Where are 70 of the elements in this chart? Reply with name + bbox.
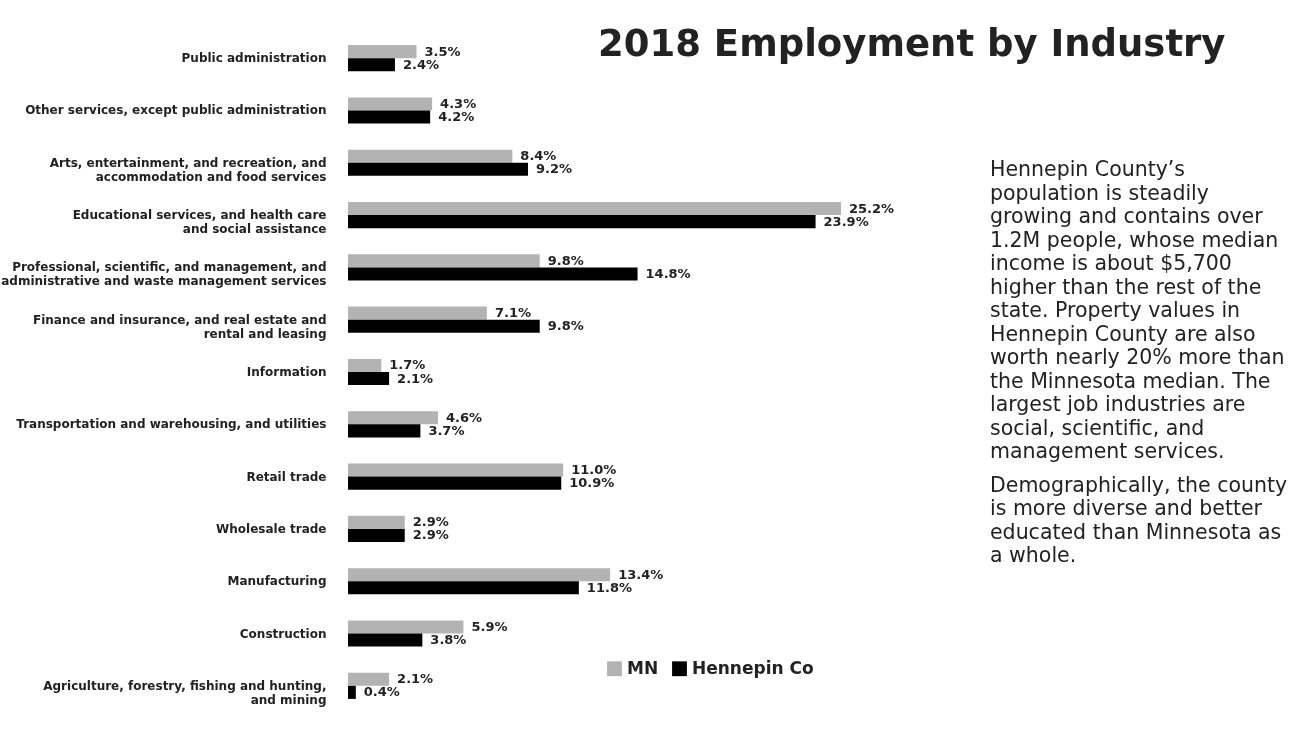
- bar: [348, 581, 579, 595]
- data-label: 11.8%: [586, 579, 632, 595]
- y-tick-label: Transportation and warehousing, and utilities: [16, 417, 327, 432]
- bar: [348, 620, 464, 634]
- y-tick-label: Manufacturing: [227, 574, 327, 589]
- bar: [348, 358, 382, 372]
- data-label: 1.7%: [389, 357, 426, 373]
- data-label: 7.1%: [494, 305, 531, 321]
- bar: [348, 215, 816, 229]
- y-tick-label: Public administration: [181, 51, 327, 66]
- data-label: 8.4%: [520, 148, 557, 164]
- bar: [348, 463, 564, 477]
- text: Hennepin County’s population is steadily growing and contains over 1.2M people, whose median income is about $5,700 higher than the rest of the state. Property values in Hennepin County are also worth nearly 20% more than the Minnesota median. The largest job industries are social, scientific, and management services.: [990, 157, 1285, 463]
- y-tick-label: Information: [246, 365, 327, 379]
- bar: [348, 267, 638, 281]
- chart-title: 2018 Employment by Industry: [598, 22, 1226, 65]
- bar: [348, 685, 356, 699]
- data-label: 10.9%: [569, 475, 615, 491]
- data-label: 2.4%: [402, 56, 440, 72]
- y-tick-label: Other services, except public administration: [25, 103, 327, 118]
- bar: [348, 162, 528, 176]
- legend-label: Hennepin Co: [692, 657, 814, 678]
- data-label: 4.2%: [438, 109, 475, 124]
- data-label: 23.9%: [823, 213, 869, 229]
- y-tick-label: Finance and insurance, and real estate and rental and leasing: [33, 312, 327, 341]
- bar: [348, 202, 841, 216]
- bar: [348, 254, 540, 268]
- data-label: 3.7%: [428, 422, 465, 438]
- bar: [348, 372, 390, 386]
- data-label: 4.6%: [445, 409, 483, 425]
- legend-label: MN: [627, 657, 659, 678]
- y-tick-label: Agriculture, forestry, fishing and hunting, and mining: [43, 678, 327, 707]
- data-label: 14.8%: [645, 265, 691, 281]
- data-label: 9.8%: [547, 318, 584, 334]
- bar: [348, 58, 395, 72]
- bar: [348, 672, 390, 686]
- data-label: 11.0%: [571, 462, 617, 478]
- data-label: 0.4%: [363, 684, 400, 700]
- data-label: 2.1%: [397, 370, 434, 386]
- data-label: 2.9%: [412, 514, 449, 530]
- bar: [348, 306, 487, 320]
- bar: [348, 476, 562, 490]
- data-label: 25.2%: [849, 200, 895, 216]
- y-tick-label: Arts, entertainment, and recreation, and accommodation and food services: [49, 155, 327, 184]
- y-tick-label: Professional, scientific, and management, and administrative and waste management services: [1, 260, 327, 289]
- bar: [348, 45, 417, 59]
- data-label: 4.3%: [440, 95, 477, 111]
- data-label: 3.5%: [424, 43, 461, 59]
- text: Demographically, the county is more diverse and better educated than Minnesota as a whole.: [990, 472, 1289, 568]
- data-label: 9.8%: [547, 252, 584, 268]
- bar: [348, 97, 433, 111]
- bar: [348, 149, 513, 163]
- bar: [348, 319, 540, 333]
- data-label: 2.9%: [412, 527, 449, 543]
- data-label: 2.1%: [397, 671, 434, 687]
- bar: [348, 110, 431, 124]
- data-label: 13.4%: [618, 566, 664, 582]
- data-label: 9.2%: [535, 161, 573, 177]
- y-tick-label: Retail trade: [246, 469, 327, 484]
- y-tick-label: Wholesale trade: [216, 521, 327, 536]
- bar: [348, 528, 405, 542]
- y-tick-label: Construction: [239, 626, 327, 641]
- bar: [348, 633, 423, 647]
- data-label: 3.8%: [430, 632, 467, 648]
- y-tick-label: Educational services, and health care and social assistance: [72, 208, 327, 237]
- bar: [348, 424, 421, 438]
- bar: [348, 515, 405, 529]
- bar: [348, 411, 438, 425]
- bar: [348, 568, 611, 582]
- data-label: 5.9%: [471, 619, 508, 634]
